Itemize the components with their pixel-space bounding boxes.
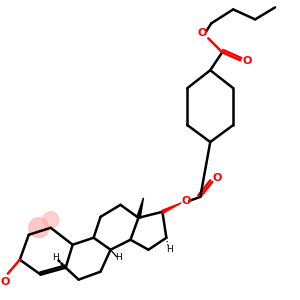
Text: H: H <box>166 245 173 254</box>
Text: H: H <box>52 253 59 262</box>
Text: H: H <box>115 253 122 262</box>
Text: O: O <box>0 277 10 286</box>
Circle shape <box>29 218 49 238</box>
Circle shape <box>43 212 59 228</box>
Text: O: O <box>242 56 252 66</box>
Polygon shape <box>162 203 181 213</box>
Text: O: O <box>182 196 191 206</box>
Text: O: O <box>198 28 207 38</box>
Text: O: O <box>212 173 222 183</box>
Polygon shape <box>137 198 143 218</box>
